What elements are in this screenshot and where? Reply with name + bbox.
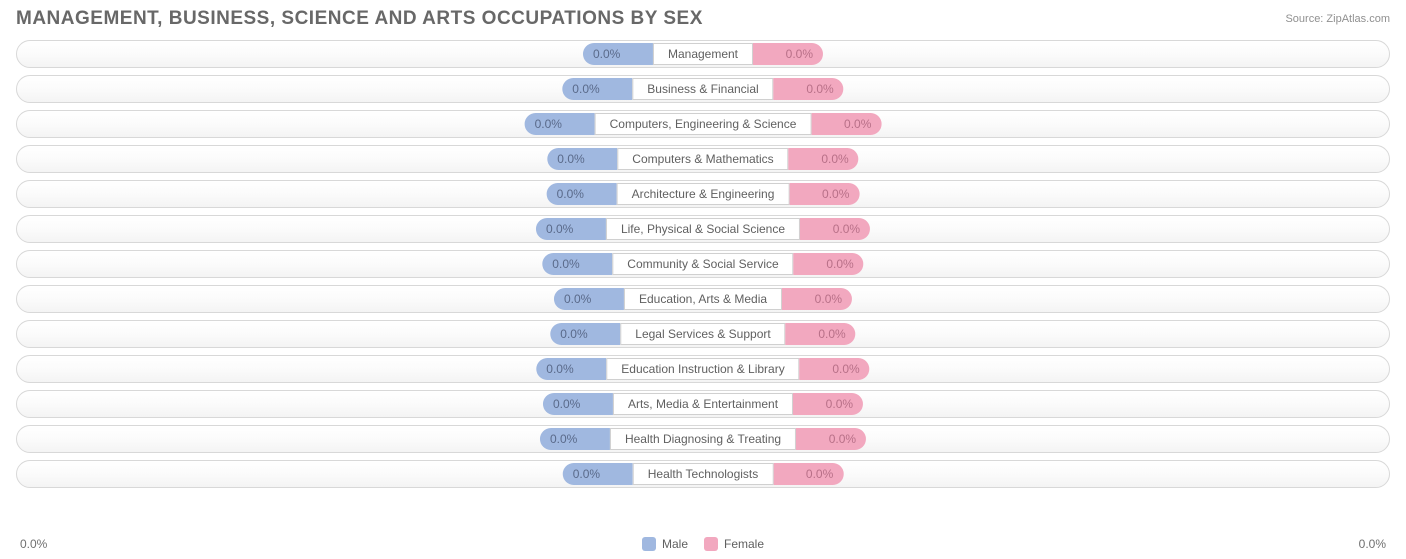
chart-row: 0.0%Life, Physical & Social Science0.0% <box>16 215 1390 243</box>
legend-female: Female <box>704 537 764 551</box>
chart-row: 0.0%Management0.0% <box>16 40 1390 68</box>
male-bar: 0.0% <box>550 323 620 345</box>
category-label: Computers, Engineering & Science <box>595 113 812 135</box>
chart-row: 0.0%Education, Arts & Media0.0% <box>16 285 1390 313</box>
chart-row: 0.0%Arts, Media & Entertainment0.0% <box>16 390 1390 418</box>
chart-title: MANAGEMENT, BUSINESS, SCIENCE AND ARTS O… <box>16 8 703 30</box>
row-center-band: 0.0%Legal Services & Support0.0% <box>550 323 855 345</box>
male-bar: 0.0% <box>547 183 617 205</box>
row-center-band: 0.0%Education Instruction & Library0.0% <box>536 358 869 380</box>
chart-row: 0.0%Architecture & Engineering0.0% <box>16 180 1390 208</box>
female-bar: 0.0% <box>789 148 859 170</box>
legend-female-label: Female <box>724 537 764 551</box>
male-bar: 0.0% <box>554 288 624 310</box>
row-center-band: 0.0%Architecture & Engineering0.0% <box>547 183 860 205</box>
male-bar: 0.0% <box>536 358 606 380</box>
axis-left-label: 0.0% <box>20 537 47 551</box>
category-label: Arts, Media & Entertainment <box>613 393 793 415</box>
female-bar: 0.0% <box>794 253 864 275</box>
female-bar: 0.0% <box>800 358 870 380</box>
male-bar: 0.0% <box>543 393 613 415</box>
male-bar: 0.0% <box>562 78 632 100</box>
chart-footer: 0.0% Male Female 0.0% <box>12 529 1394 551</box>
category-label: Business & Financial <box>632 78 773 100</box>
legend: Male Female <box>642 537 764 551</box>
category-label: Architecture & Engineering <box>617 183 790 205</box>
category-label: Computers & Mathematics <box>617 148 788 170</box>
male-bar: 0.0% <box>542 253 612 275</box>
category-label: Legal Services & Support <box>620 323 785 345</box>
chart-row: 0.0%Health Diagnosing & Treating0.0% <box>16 425 1390 453</box>
row-center-band: 0.0%Community & Social Service0.0% <box>542 253 863 275</box>
chart-container: MANAGEMENT, BUSINESS, SCIENCE AND ARTS O… <box>0 0 1406 559</box>
category-label: Management <box>653 43 753 65</box>
female-bar: 0.0% <box>774 78 844 100</box>
category-label: Health Diagnosing & Treating <box>610 428 796 450</box>
female-bar: 0.0% <box>789 183 859 205</box>
male-bar: 0.0% <box>536 218 606 240</box>
category-label: Community & Social Service <box>612 253 793 275</box>
chart-row: 0.0%Health Technologists0.0% <box>16 460 1390 488</box>
chart-row: 0.0%Legal Services & Support0.0% <box>16 320 1390 348</box>
female-bar: 0.0% <box>786 323 856 345</box>
female-bar: 0.0% <box>753 43 823 65</box>
row-center-band: 0.0%Computers & Mathematics0.0% <box>547 148 858 170</box>
legend-female-swatch <box>704 537 718 551</box>
female-bar: 0.0% <box>796 428 866 450</box>
male-bar: 0.0% <box>540 428 610 450</box>
legend-male-label: Male <box>662 537 688 551</box>
female-bar: 0.0% <box>793 393 863 415</box>
chart-rows: 0.0%Management0.0%0.0%Business & Financi… <box>12 40 1394 529</box>
female-bar: 0.0% <box>811 113 881 135</box>
row-center-band: 0.0%Management0.0% <box>583 43 823 65</box>
row-center-band: 0.0%Arts, Media & Entertainment0.0% <box>543 393 863 415</box>
male-bar: 0.0% <box>563 463 633 485</box>
legend-male-swatch <box>642 537 656 551</box>
chart-row: 0.0%Business & Financial0.0% <box>16 75 1390 103</box>
chart-row: 0.0%Computers, Engineering & Science0.0% <box>16 110 1390 138</box>
category-label: Education Instruction & Library <box>606 358 799 380</box>
male-bar: 0.0% <box>583 43 653 65</box>
row-center-band: 0.0%Life, Physical & Social Science0.0% <box>536 218 870 240</box>
chart-row: 0.0%Community & Social Service0.0% <box>16 250 1390 278</box>
category-label: Life, Physical & Social Science <box>606 218 800 240</box>
female-bar: 0.0% <box>800 218 870 240</box>
row-center-band: 0.0%Health Technologists0.0% <box>563 463 844 485</box>
row-center-band: 0.0%Computers, Engineering & Science0.0% <box>525 113 882 135</box>
row-center-band: 0.0%Education, Arts & Media0.0% <box>554 288 852 310</box>
legend-male: Male <box>642 537 688 551</box>
chart-row: 0.0%Computers & Mathematics0.0% <box>16 145 1390 173</box>
female-bar: 0.0% <box>773 463 843 485</box>
axis-right-label: 0.0% <box>1359 537 1386 551</box>
male-bar: 0.0% <box>547 148 617 170</box>
male-bar: 0.0% <box>525 113 595 135</box>
female-bar: 0.0% <box>782 288 852 310</box>
chart-source: Source: ZipAtlas.com <box>1285 13 1390 25</box>
category-label: Health Technologists <box>633 463 774 485</box>
category-label: Education, Arts & Media <box>624 288 782 310</box>
chart-row: 0.0%Education Instruction & Library0.0% <box>16 355 1390 383</box>
chart-header: MANAGEMENT, BUSINESS, SCIENCE AND ARTS O… <box>12 8 1394 40</box>
row-center-band: 0.0%Business & Financial0.0% <box>562 78 843 100</box>
row-center-band: 0.0%Health Diagnosing & Treating0.0% <box>540 428 866 450</box>
